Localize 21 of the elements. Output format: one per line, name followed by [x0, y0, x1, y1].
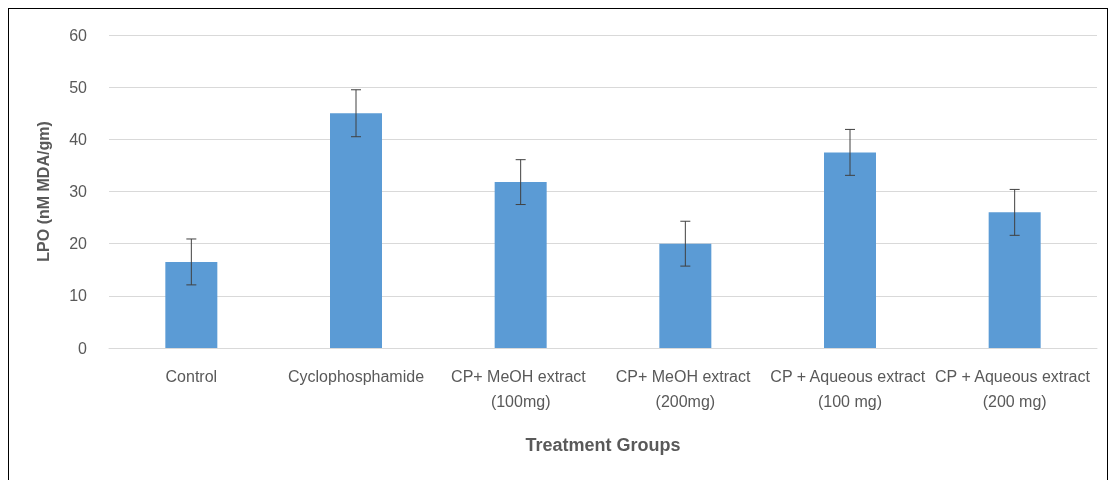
y-tick-label: 60 — [69, 26, 88, 44]
bar — [165, 261, 218, 348]
y-tick-label: 20 — [69, 235, 88, 253]
x-tick-label: CP + Aqueous extract (100 mg) — [770, 368, 930, 410]
bar — [494, 182, 547, 348]
x-tick-label: CP+ MeOH extract (200mg) — [615, 368, 755, 410]
bar — [659, 243, 712, 348]
x-tick-label: Cyclophosphamide — [287, 368, 425, 385]
y-tick-label: 40 — [69, 130, 88, 148]
y-tick-label: 0 — [78, 339, 88, 357]
x-tick-label: Control — [165, 368, 218, 385]
y-axis-title: LPO (nM MDA/gm) — [34, 121, 52, 262]
y-tick-label: 30 — [69, 183, 88, 200]
x-tick-label: CP+ MeOH extract (100mg) — [451, 368, 591, 410]
y-tick-label: 10 — [69, 287, 88, 305]
bar — [988, 212, 1041, 348]
x-axis-title: Treatment Groups — [525, 435, 681, 455]
bar — [330, 113, 382, 348]
bar — [824, 152, 876, 348]
x-tick-label: CP + Aqueous extract (200 mg) — [934, 368, 1095, 410]
y-tick-label: 50 — [69, 78, 88, 96]
